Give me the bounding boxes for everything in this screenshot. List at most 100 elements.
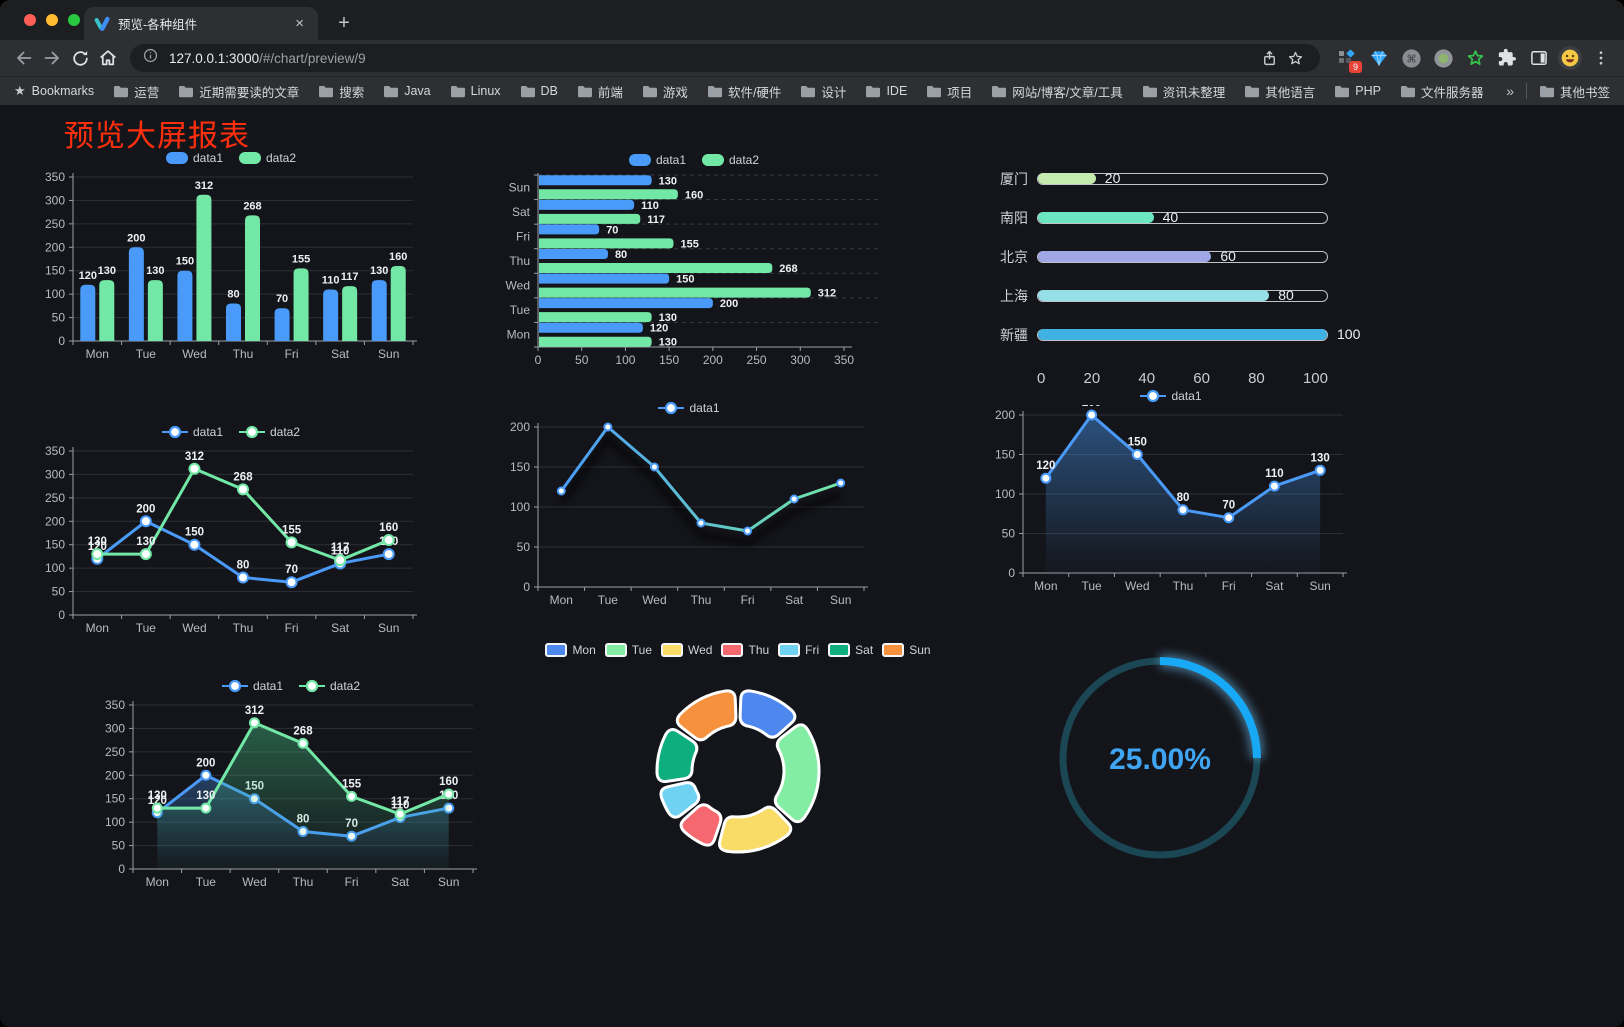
bookmark-folder-PHP[interactable]: PHP [1334, 84, 1381, 98]
other-bookmarks-folder[interactable]: 其他书签 [1539, 82, 1610, 101]
bookmark-folder-近期需要读的文章[interactable]: 近期需要读的文章 [178, 82, 299, 101]
svg-text:312: 312 [185, 451, 204, 463]
legend-item-data2[interactable]: data2 [239, 425, 300, 439]
bookmark-folder-资讯未整理[interactable]: 资讯未整理 [1142, 82, 1225, 101]
legend-item-Sat[interactable]: Sat [828, 643, 873, 657]
extension-command-icon[interactable]: ⌘ [1398, 45, 1424, 71]
back-button[interactable] [10, 44, 38, 72]
close-window-button[interactable] [24, 14, 36, 26]
svg-text:350: 350 [45, 170, 65, 184]
legend-item-Fri[interactable]: Fri [778, 643, 819, 657]
new-tab-button[interactable]: + [338, 12, 350, 34]
zoom-window-button[interactable] [68, 14, 80, 26]
profile-avatar[interactable] [1558, 46, 1582, 70]
extension-gem-icon[interactable] [1366, 45, 1392, 71]
legend-item-data2[interactable]: data2 [702, 153, 759, 167]
folder-icon [319, 85, 334, 97]
legend-item-data1[interactable]: data1 [658, 401, 720, 415]
bookmark-folder-其他语言[interactable]: 其他语言 [1244, 82, 1315, 101]
svg-text:300: 300 [790, 353, 810, 367]
svg-text:120: 120 [88, 541, 107, 553]
browser-tab[interactable]: 预览-各种组件 × [84, 7, 318, 40]
bookmarks-overflow-chevron[interactable]: » [1506, 83, 1514, 99]
svg-text:150: 150 [995, 448, 1015, 462]
legend-item-data1[interactable]: data1 [221, 679, 283, 693]
pie-slice-Thu[interactable] [679, 803, 723, 847]
legend-item-data1[interactable]: data1 [1140, 389, 1202, 403]
address-bar[interactable]: 127.0.0.1:3000/#/chart/preview/9 [130, 44, 1320, 72]
bookmark-folder-软件/硬件[interactable]: 软件/硬件 [707, 82, 781, 101]
extensions-puzzle-icon[interactable] [1494, 45, 1520, 71]
bookmark-folder-DB[interactable]: DB [520, 84, 558, 98]
legend-item-data1[interactable]: data1 [161, 425, 223, 439]
svg-text:Thu: Thu [293, 875, 314, 889]
bookmark-folder-设计[interactable]: 设计 [800, 82, 846, 101]
pie-slice-Sat[interactable] [655, 728, 699, 784]
folder-icon [1400, 85, 1415, 97]
legend-item-Wed[interactable]: Wed [661, 643, 712, 657]
bookmark-folder-IDE[interactable]: IDE [865, 84, 907, 98]
bookmark-folder-文件服务器[interactable]: 文件服务器 [1400, 82, 1483, 101]
legend-item-data2[interactable]: data2 [239, 151, 296, 165]
svg-text:120: 120 [148, 795, 167, 807]
chart-legend: data1 [500, 399, 878, 417]
legend-item-data1[interactable]: data1 [628, 153, 686, 167]
pie-slice-Wed[interactable] [718, 805, 793, 854]
svg-text:Sun: Sun [1309, 579, 1330, 593]
svg-text:Fri: Fri [285, 347, 299, 361]
bookmark-folder-Linux[interactable]: Linux [450, 84, 501, 98]
svg-text:130: 130 [98, 265, 116, 277]
extension-xpath-star-icon[interactable] [1462, 45, 1488, 71]
pie-slice-Tue[interactable] [773, 723, 821, 824]
legend-item-Thu[interactable]: Thu [721, 643, 769, 657]
svg-text:Sun: Sun [509, 180, 530, 194]
reload-button[interactable] [66, 44, 94, 72]
svg-text:250: 250 [45, 491, 65, 505]
minimize-window-button[interactable] [46, 14, 58, 26]
bookmark-folder-搜索[interactable]: 搜索 [318, 82, 364, 101]
site-info-icon[interactable] [142, 47, 159, 69]
bookmark-folder-Java[interactable]: Java [383, 84, 431, 98]
side-panel-icon[interactable] [1526, 45, 1552, 71]
bookmark-folder-前端[interactable]: 前端 [577, 82, 623, 101]
legend-item-Sun[interactable]: Sun [882, 643, 931, 657]
bookmark-folder-网站/博客/文章/工具[interactable]: 网站/博客/文章/工具 [991, 82, 1123, 101]
extension-tampermonkey-icon[interactable]: 9 [1334, 45, 1362, 73]
legend-item-Tue[interactable]: Tue [604, 643, 652, 657]
svg-text:Sat: Sat [331, 621, 350, 635]
svg-text:155: 155 [342, 778, 362, 790]
bookmark-label: IDE [886, 84, 908, 98]
bookmark-root[interactable]: ★ Bookmarks [14, 83, 94, 99]
svg-text:110: 110 [331, 545, 350, 557]
pie-slice-Mon[interactable] [738, 689, 797, 739]
share-icon[interactable] [1256, 45, 1282, 71]
svg-text:200: 200 [196, 757, 215, 769]
legend-swatch-icon [828, 643, 851, 657]
tab-close-icon[interactable]: × [295, 15, 304, 32]
pie-slice-Sun[interactable] [675, 689, 738, 742]
chart-plot: 0 50 100 150 200 250 300 350 Mon Tue Wed Thu Fri Sat S… [35, 441, 427, 639]
legend-item-data2[interactable]: data2 [299, 679, 360, 693]
forward-button[interactable] [38, 44, 66, 72]
svg-text:Sun: Sun [438, 875, 459, 889]
bookmark-folder-项目[interactable]: 项目 [926, 82, 972, 101]
legend-item-data1[interactable]: data1 [165, 151, 223, 165]
svg-text:100: 100 [105, 815, 125, 829]
svg-text:Fri: Fri [345, 875, 359, 889]
bookmark-folder-游戏[interactable]: 游戏 [642, 82, 688, 101]
home-button[interactable] [94, 44, 122, 72]
legend-label: data1 [1171, 389, 1202, 403]
bookmark-star-icon[interactable] [1282, 45, 1308, 71]
bookmark-folder-运营[interactable]: 运营 [113, 82, 159, 101]
legend-label: Wed [688, 643, 713, 657]
extension-record-icon[interactable] [1430, 45, 1456, 71]
svg-text:200: 200 [105, 768, 125, 782]
browser-menu-icon[interactable] [1588, 45, 1614, 71]
svg-text:Tue: Tue [1081, 579, 1102, 593]
pie-slice-Fri[interactable] [659, 781, 701, 819]
folder-icon [384, 85, 399, 97]
legend-swatch-icon [628, 154, 651, 166]
legend-item-Mon[interactable]: Mon [545, 643, 596, 657]
legend-marker-icon [221, 679, 248, 693]
